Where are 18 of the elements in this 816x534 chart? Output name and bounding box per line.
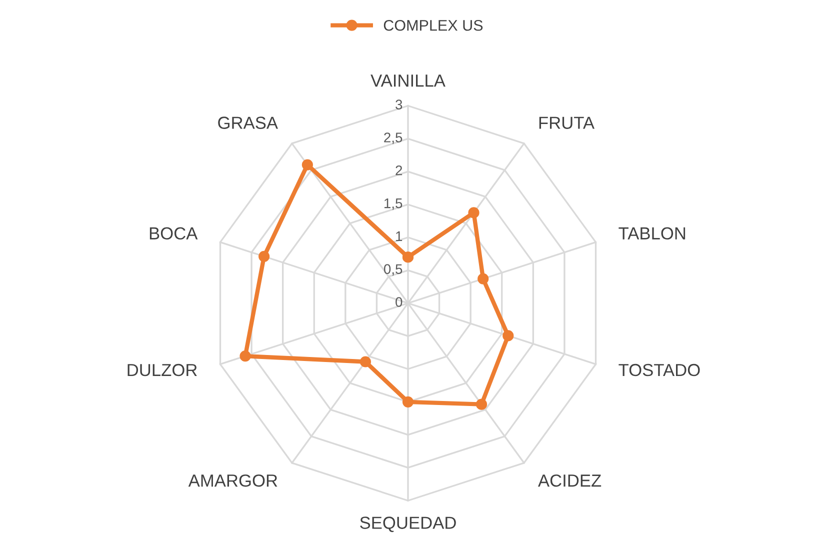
spoke-label: VAINILLA xyxy=(370,74,446,87)
y-tick-label: 2 xyxy=(396,165,402,176)
spoke-label: GRASA xyxy=(218,116,278,129)
y-tick-label: 2,5 xyxy=(384,132,402,144)
y-tick-label: 0 xyxy=(396,297,402,307)
spoke-label: FRUTA xyxy=(539,116,595,129)
spoke-label: TOSTADO xyxy=(618,364,700,376)
spoke-label: BOCA xyxy=(150,227,198,240)
spoke-label: TABLON xyxy=(618,227,686,240)
y-tick-label: 0,5 xyxy=(384,264,402,276)
spoke-label: AMARGOR xyxy=(188,474,278,487)
spoke-label: DULZOR xyxy=(128,364,197,376)
y-tick-label: 1 xyxy=(396,231,402,241)
spoke-label: SEQUEDAD xyxy=(360,516,456,532)
legend-label: COMPLEX US xyxy=(384,20,483,31)
spoke-label: ACIDEZ xyxy=(538,474,602,487)
y-tick-label: 1,5 xyxy=(384,198,402,210)
y-tick-label: 3 xyxy=(396,100,402,110)
